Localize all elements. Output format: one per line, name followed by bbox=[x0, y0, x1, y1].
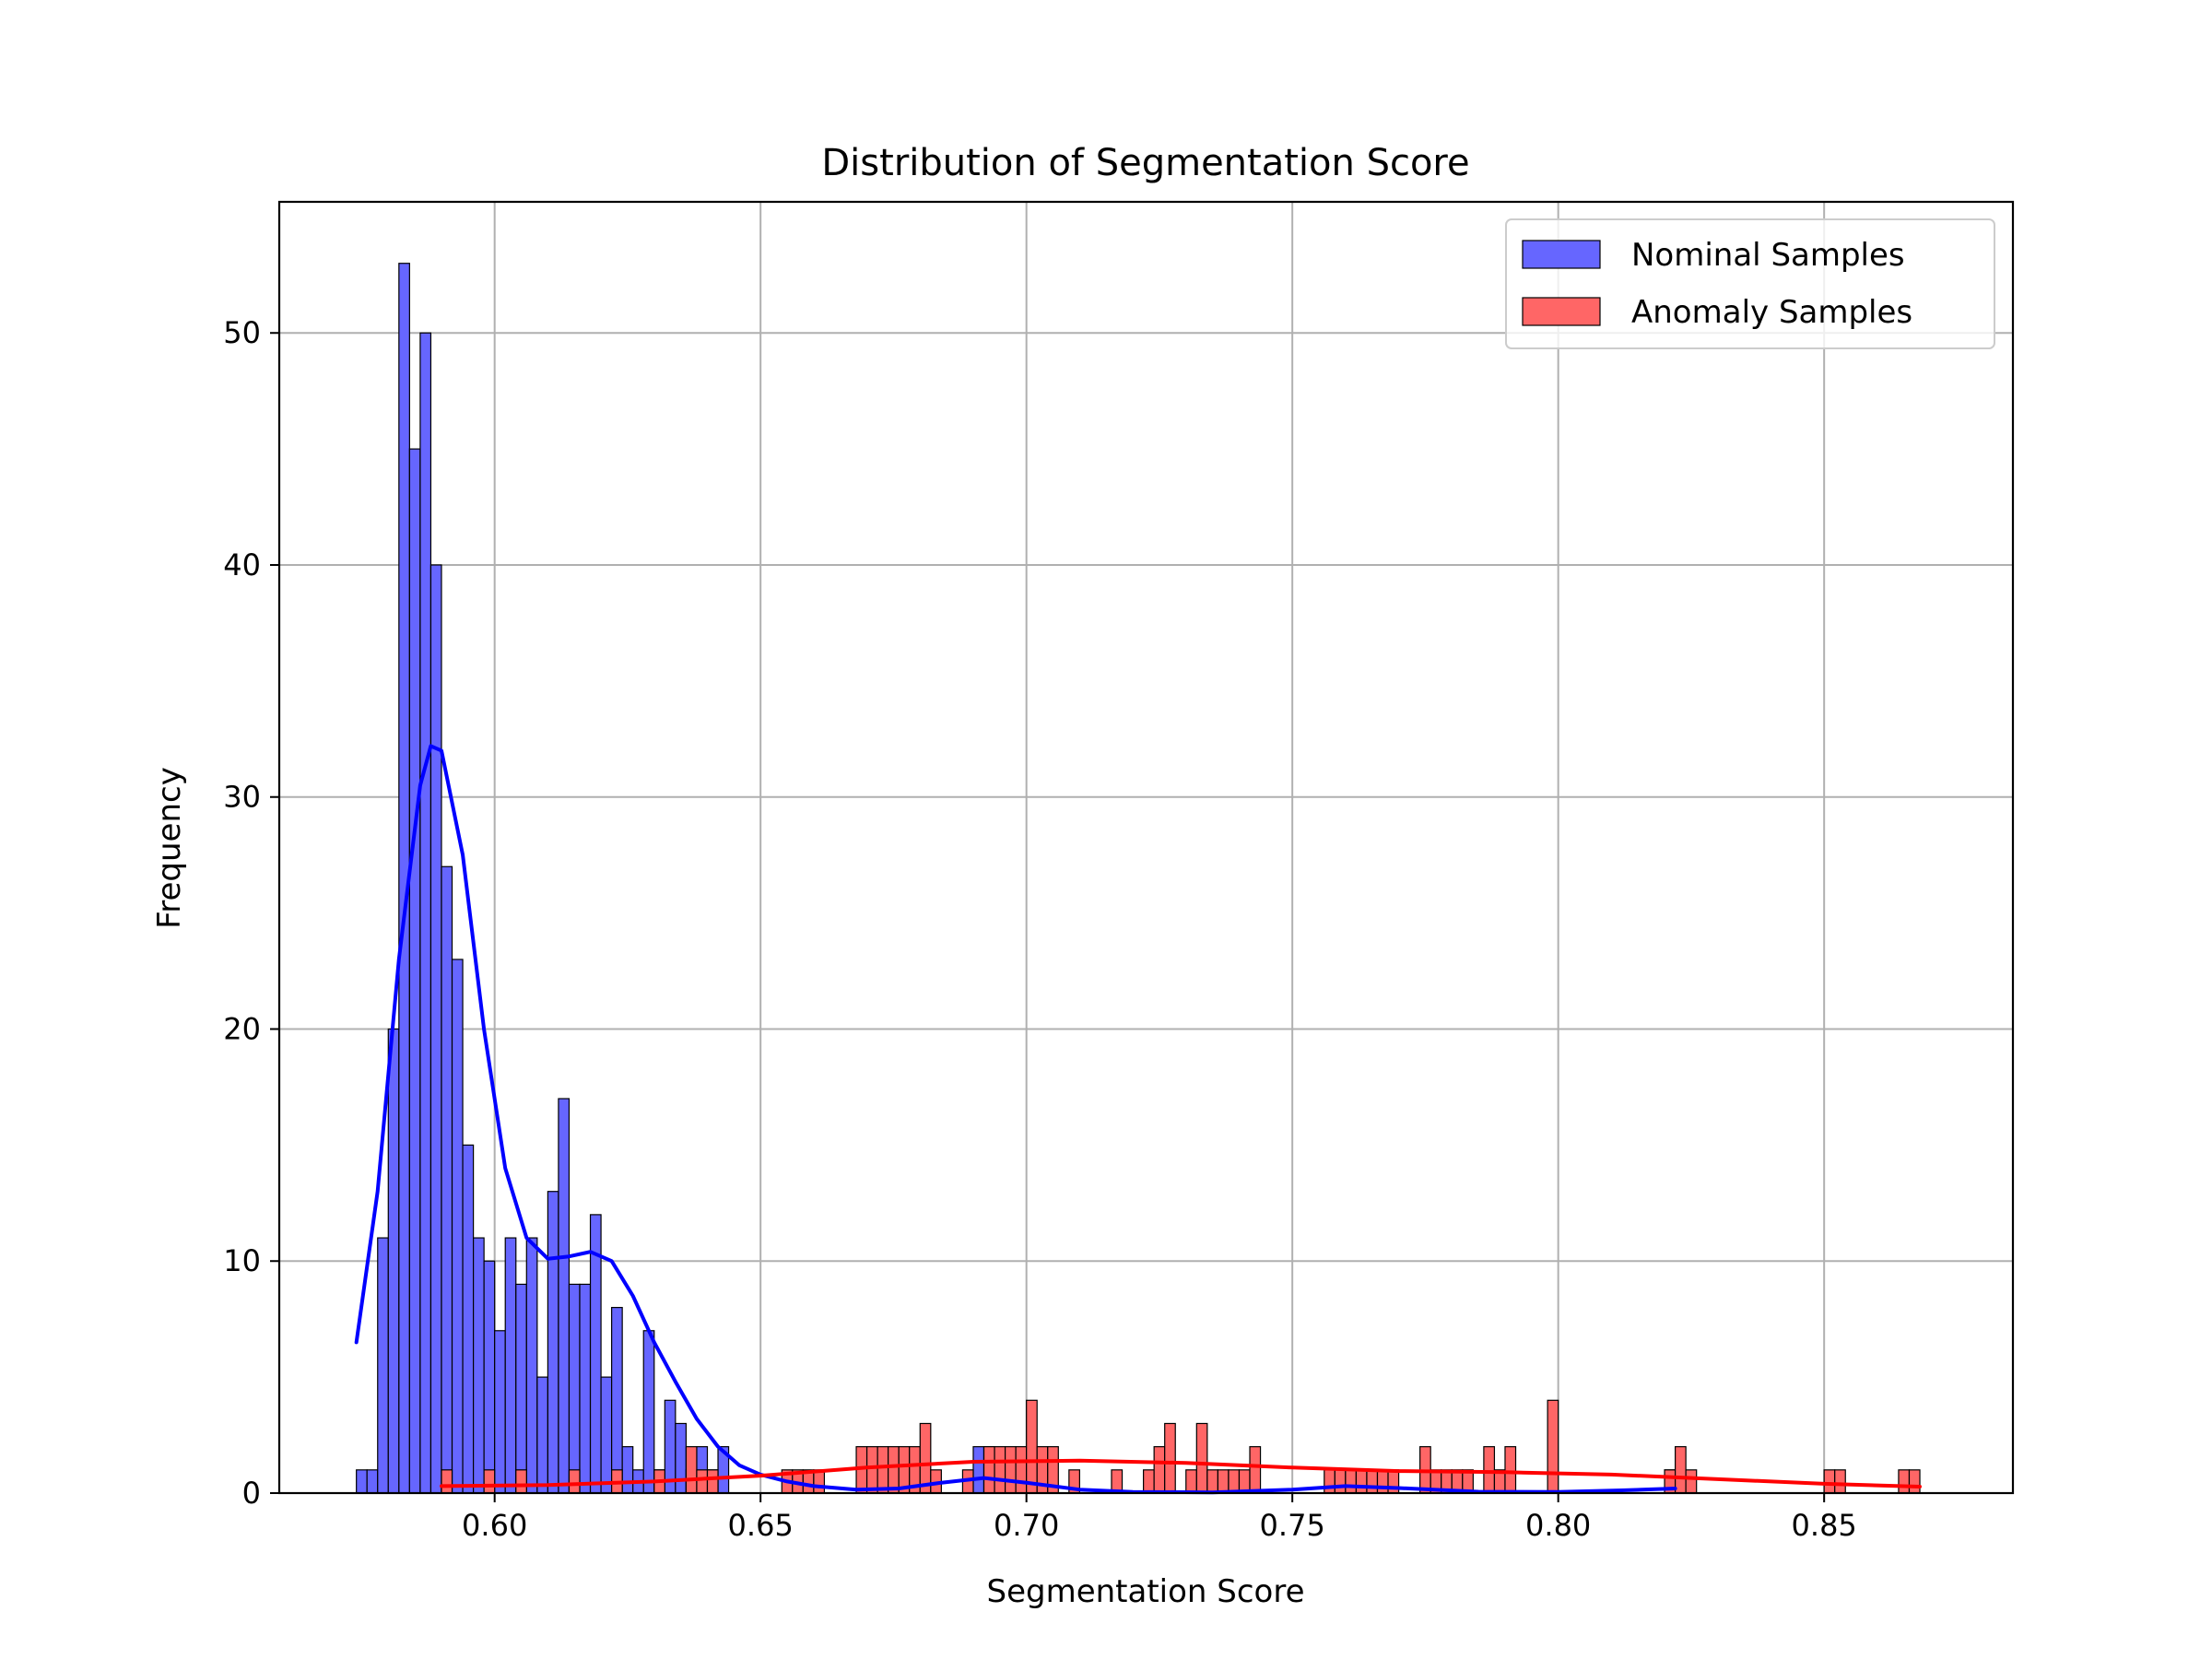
y-tick-label: 20 bbox=[223, 1011, 261, 1046]
histogram-bar bbox=[568, 1283, 581, 1494]
histogram-bar bbox=[568, 1469, 581, 1494]
histogram-bar bbox=[547, 1191, 559, 1494]
histogram-bar bbox=[1334, 1469, 1347, 1494]
histogram-bar bbox=[494, 1330, 506, 1494]
histogram-bar bbox=[1675, 1446, 1687, 1494]
histogram-bar bbox=[877, 1446, 889, 1494]
histogram-bar bbox=[1249, 1446, 1262, 1494]
legend-label-nominal: Nominal Samples bbox=[1631, 237, 1905, 274]
histogram-bar bbox=[1195, 1422, 1208, 1494]
axis-ticks: 0.60 0.65 0.70 0.75 0.80 0.85 0 10 20 30 40 50 bbox=[223, 315, 1857, 1543]
x-tick-label: 0.75 bbox=[1260, 1508, 1325, 1543]
histogram-bar bbox=[408, 448, 421, 1494]
histogram-bar bbox=[675, 1422, 688, 1494]
histogram-bar bbox=[1217, 1469, 1230, 1494]
histogram-bar bbox=[1324, 1469, 1335, 1494]
histogram-bar bbox=[558, 1098, 571, 1494]
y-tick-label: 30 bbox=[223, 780, 261, 815]
histogram-bar bbox=[1908, 1469, 1921, 1494]
histogram-bar bbox=[706, 1469, 719, 1494]
histogram-bar bbox=[441, 865, 453, 1494]
histogram-bar bbox=[642, 1330, 655, 1494]
y-tick-label: 40 bbox=[223, 547, 261, 582]
histogram-bar bbox=[419, 332, 432, 1494]
histogram-bar bbox=[483, 1469, 496, 1494]
histogram-bar bbox=[1206, 1469, 1218, 1494]
legend-box bbox=[1505, 218, 1995, 349]
histogram-bar bbox=[377, 1237, 389, 1494]
histogram-bar bbox=[536, 1376, 548, 1494]
x-tick-label: 0.80 bbox=[1525, 1508, 1591, 1543]
histogram-bars bbox=[356, 263, 1921, 1494]
x-tick-label: 0.70 bbox=[994, 1508, 1059, 1543]
kde-line-anomaly bbox=[440, 1458, 1922, 1488]
histogram-bar bbox=[972, 1446, 985, 1494]
histogram-bar bbox=[1366, 1469, 1379, 1494]
histogram-bar bbox=[473, 1237, 485, 1494]
histogram-bar bbox=[525, 1237, 538, 1494]
histogram-bar bbox=[1004, 1446, 1017, 1494]
legend-swatch-nominal bbox=[1522, 240, 1601, 269]
histogram-bar bbox=[515, 1283, 527, 1494]
y-tick-label: 0 bbox=[242, 1476, 261, 1511]
histogram-bar bbox=[483, 1260, 496, 1494]
histogram-bar bbox=[451, 959, 464, 1494]
histogram-bar bbox=[1026, 1399, 1038, 1494]
histogram-bar bbox=[462, 1144, 475, 1494]
histogram-bar bbox=[1834, 1469, 1846, 1494]
histogram-bar bbox=[1685, 1469, 1698, 1494]
histogram-bar bbox=[1015, 1446, 1028, 1494]
histogram-bar bbox=[1185, 1469, 1197, 1494]
histogram-bar bbox=[504, 1237, 517, 1494]
histogram-bar bbox=[994, 1446, 1006, 1494]
histogram-bar bbox=[515, 1469, 527, 1494]
x-tick-label: 0.85 bbox=[1792, 1508, 1857, 1543]
y-tick-label: 50 bbox=[223, 315, 261, 350]
histogram-bar bbox=[600, 1376, 613, 1494]
histogram-bar bbox=[621, 1446, 634, 1494]
histogram-bar bbox=[387, 1028, 400, 1494]
histogram-bar bbox=[1228, 1469, 1241, 1494]
histogram-bar bbox=[1898, 1469, 1911, 1494]
histogram-bar bbox=[356, 1469, 368, 1494]
histogram-bar bbox=[1153, 1446, 1166, 1494]
histogram-bar bbox=[441, 1469, 453, 1494]
histogram-bar bbox=[1823, 1469, 1836, 1494]
histogram-bar bbox=[1504, 1446, 1517, 1494]
x-tick-label: 0.60 bbox=[462, 1508, 527, 1543]
histogram-bar bbox=[1355, 1469, 1368, 1494]
histogram-bar bbox=[696, 1469, 709, 1494]
legend-swatch-anomaly bbox=[1522, 297, 1601, 326]
histogram-bar bbox=[579, 1283, 592, 1494]
histogram-bar bbox=[982, 1446, 995, 1494]
plot-frame bbox=[277, 200, 2015, 1495]
histogram-bar bbox=[1483, 1446, 1496, 1494]
histogram-bar bbox=[611, 1306, 623, 1494]
histogram-bar bbox=[1376, 1469, 1389, 1494]
y-axis-label: Frequency bbox=[151, 767, 188, 929]
legend: Nominal Samples Anomaly Samples bbox=[1505, 218, 1995, 349]
histogram-bar bbox=[1143, 1469, 1155, 1494]
histogram-bar bbox=[813, 1469, 826, 1494]
x-tick-label: 0.65 bbox=[728, 1508, 794, 1543]
histogram-bar bbox=[685, 1446, 698, 1494]
histogram-bar bbox=[1345, 1469, 1358, 1494]
histogram-bar bbox=[1547, 1399, 1559, 1494]
histogram-bar bbox=[888, 1446, 900, 1494]
histogram-bar bbox=[865, 1446, 878, 1494]
histogram-bar bbox=[366, 1469, 379, 1494]
x-axis-label: Segmentation Score bbox=[987, 1573, 1305, 1610]
histogram-bar bbox=[429, 564, 442, 1494]
kde-line-nominal bbox=[354, 744, 1677, 1495]
y-tick-label: 10 bbox=[223, 1243, 261, 1278]
bars-nominal bbox=[356, 263, 1677, 1494]
chart-title: Distribution of Segmentation Score bbox=[821, 142, 1469, 184]
histogram-bar bbox=[1164, 1422, 1176, 1494]
legend-label-anomaly: Anomaly Samples bbox=[1631, 294, 1912, 331]
kde-curves bbox=[354, 744, 1922, 1495]
